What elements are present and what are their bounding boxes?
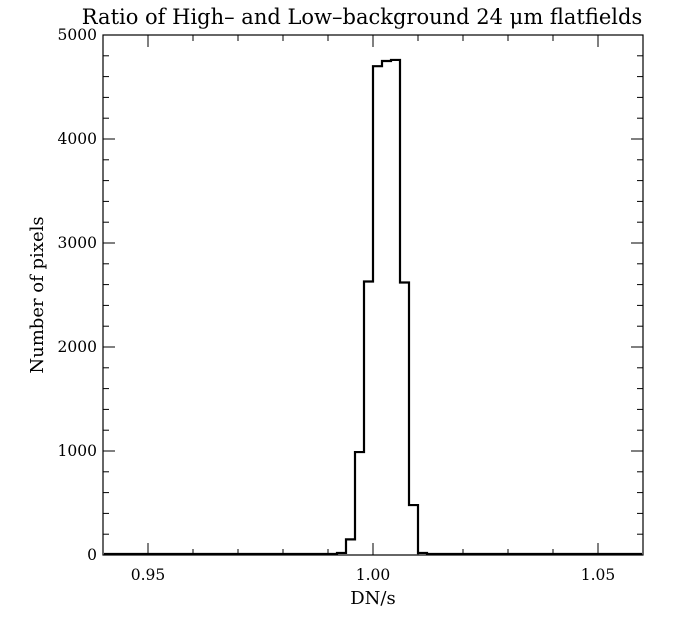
axis-ticks (102, 34, 644, 556)
histogram-bin (346, 539, 355, 554)
axis-tick-labels: 0.95 1.00 1.05 0 1000 2000 3000 4000 5000 (58, 26, 616, 584)
histogram-bin (373, 66, 382, 554)
x-tick-label: 1.00 (356, 566, 391, 584)
histogram-outline (104, 58, 642, 556)
histogram-bin (364, 281, 373, 554)
y-tick-label: 4000 (58, 130, 97, 148)
y-tick-label: 5000 (58, 26, 97, 44)
x-tick-label: 0.95 (131, 566, 166, 584)
histogram-bin (355, 452, 364, 554)
histogram-bin (391, 60, 400, 554)
y-tick-label: 2000 (58, 338, 97, 356)
histogram-bin (382, 61, 391, 554)
histogram-bins (337, 60, 427, 554)
histogram-bin (409, 505, 418, 554)
y-tick-label: 3000 (58, 234, 97, 252)
x-tick-label: 1.05 (581, 566, 616, 584)
y-axis-label: Number of pixels (27, 216, 48, 373)
y-tick-label: 0 (87, 546, 97, 564)
y-tick-label: 1000 (58, 442, 97, 460)
chart-title: Ratio of High– and Low–background 24 μm … (82, 5, 643, 29)
plot-area: 0.95 1.00 1.05 0 1000 2000 3000 4000 5000 (58, 26, 644, 584)
x-axis-label: DN/s (350, 588, 395, 609)
histogram-bin (400, 283, 409, 554)
